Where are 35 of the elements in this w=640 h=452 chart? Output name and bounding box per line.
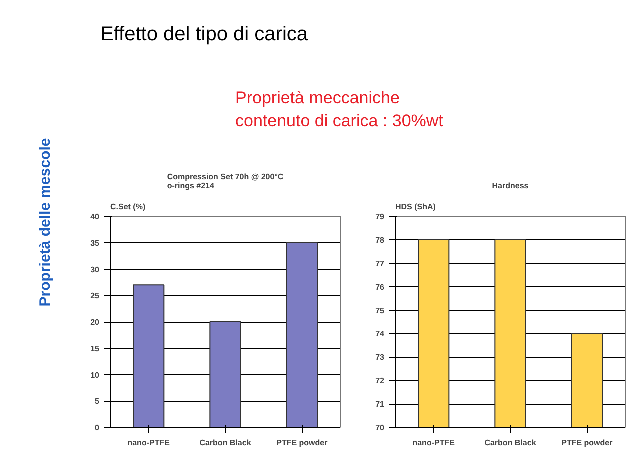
y-axis-title: HDS (ShA) [396, 202, 436, 212]
bar [133, 284, 165, 428]
y-tick-label: 35 [90, 238, 100, 248]
bar [286, 242, 318, 428]
bar [210, 322, 242, 428]
y-tick-label: 30 [90, 265, 100, 274]
y-tick-label: 78 [376, 236, 386, 245]
text: Effetto del tipo di carica [100, 24, 309, 46]
x-tick-label: Carbon Black [200, 438, 252, 448]
y-tick-label: 0 [95, 424, 100, 432]
y-tick-label: 5 [95, 397, 100, 406]
x-tick-label: nano-PTFE [128, 438, 171, 448]
y-tick-label: 76 [376, 282, 386, 292]
y-tick-label: 70 [376, 424, 386, 432]
y-tick-label: 20 [90, 318, 100, 327]
y-tick-label: 10 [90, 370, 100, 380]
chart-title: Hardness [492, 182, 530, 190]
y-tick-label: 15 [90, 344, 100, 354]
x-tick-label: nano-PTFE [412, 438, 456, 448]
y-axis-title: C.Set (%) [110, 202, 146, 212]
y-tick-label: 77 [376, 259, 386, 268]
y-tick-label: 75 [376, 306, 386, 316]
y-tick-label: 71 [376, 400, 386, 410]
y-tick-label: 72 [376, 376, 386, 386]
y-tick-label: 25 [90, 292, 100, 301]
x-tick-label: PTFE powder [276, 438, 328, 448]
text: Proprietà delle mescole [37, 138, 54, 307]
y-tick-label: 74 [376, 330, 386, 339]
y-tick-label: 40 [90, 212, 100, 222]
x-tick-label: PTFE powder [562, 438, 613, 448]
y-tick-label: 79 [376, 212, 386, 222]
chart-title: Compression Set 70h @ 200°C o-rings #214 [167, 172, 284, 190]
x-tick-label: Carbon Black [484, 438, 537, 448]
text: Proprietà meccaniche contenuto di carica : 30%wt [236, 88, 444, 130]
y-tick-label: 73 [376, 353, 386, 362]
